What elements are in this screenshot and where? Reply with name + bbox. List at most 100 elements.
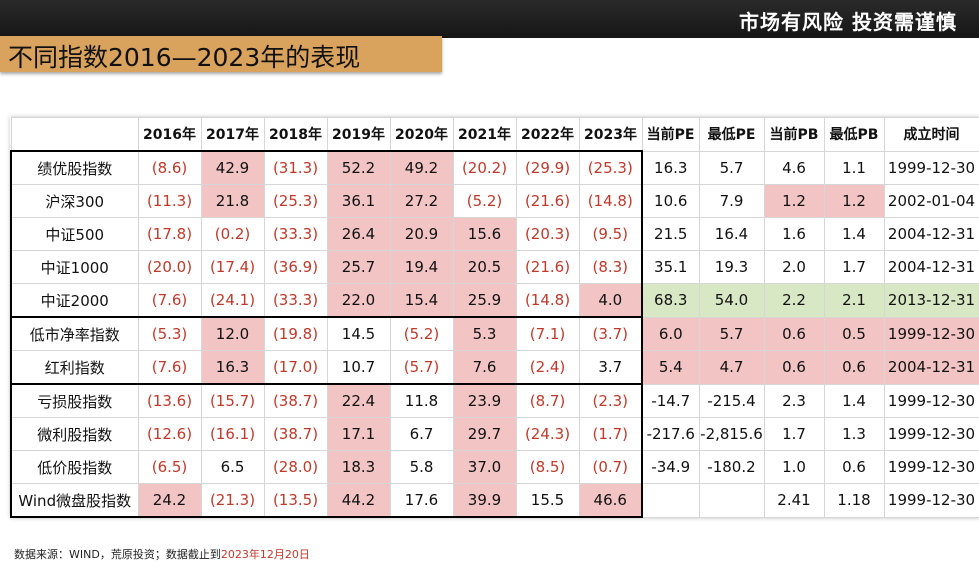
table-row: 绩优股指数 (8.6) 42.9 (31.3) 52.2 49.2 (20.2) (29.9)… xyxy=(10,150,979,185)
value-cell: 2.0 xyxy=(763,250,825,284)
value-cell: 24.2 xyxy=(137,483,202,518)
value-cell: 1.4 xyxy=(823,217,885,251)
footnote-source: 数据来源：WIND，荒原投资；数据截止到 xyxy=(14,548,221,561)
index-name-cell: 中证2000 xyxy=(10,283,139,318)
index-name-cell: 低市净率指数 xyxy=(10,316,139,351)
column-header: 成立时间 xyxy=(883,117,979,152)
value-cell: (31.3) xyxy=(263,150,328,185)
index-name-cell: 中证1000 xyxy=(10,250,139,284)
value-cell: (7.1) xyxy=(515,316,580,351)
column-header: 当前PE xyxy=(641,117,700,152)
index-name-cell: 绩优股指数 xyxy=(10,150,139,185)
value-cell: 49.2 xyxy=(389,150,454,185)
value-cell: (16.1) xyxy=(200,417,265,451)
value-cell: 19.4 xyxy=(389,250,454,284)
value-cell: 20.9 xyxy=(389,217,454,251)
value-cell: 10.6 xyxy=(641,184,700,218)
value-cell: -180.2 xyxy=(698,450,765,484)
value-cell: 37.0 xyxy=(452,450,517,484)
value-cell: 1.7 xyxy=(763,417,825,451)
value-cell: 1.7 xyxy=(823,250,885,284)
value-cell: (17.0) xyxy=(263,350,328,385)
table-row: 低价股指数 (6.5) 6.5 (28.0) 18.3 5.8 37.0 (8.5) (0.7)… xyxy=(10,450,979,484)
value-cell: (5.3) xyxy=(137,316,202,351)
value-cell: 0.6 xyxy=(763,350,825,385)
table-row: 微利股指数 (12.6) (16.1) (38.7) 17.1 6.7 29.7 (24.3)… xyxy=(10,417,979,451)
value-cell: 68.3 xyxy=(641,283,700,318)
value-cell: (20.3) xyxy=(515,217,580,251)
value-cell: 46.6 xyxy=(578,483,643,518)
value-cell: 39.9 xyxy=(452,483,517,518)
value-cell: 0.6 xyxy=(823,350,885,385)
value-cell: 4.6 xyxy=(763,150,825,185)
value-cell: (2.4) xyxy=(515,350,580,385)
value-cell: 20.5 xyxy=(452,250,517,284)
value-cell: (19.8) xyxy=(263,316,328,351)
value-cell: 1.1 xyxy=(823,150,885,185)
value-cell: (8.7) xyxy=(515,383,580,418)
value-cell: (12.6) xyxy=(137,417,202,451)
value-cell: 1.2 xyxy=(763,184,825,218)
value-cell: (24.1) xyxy=(200,283,265,318)
value-cell: (0.2) xyxy=(200,217,265,251)
value-cell: 44.2 xyxy=(326,483,391,518)
column-header: 2019年 xyxy=(326,117,391,152)
column-header: 2022年 xyxy=(515,117,580,152)
value-cell: (24.3) xyxy=(515,417,580,451)
value-cell: 1999-12-30 xyxy=(883,383,979,418)
table-row: 中证1000 (20.0) (17.4) (36.9) 25.7 19.4 20.5 (21.… xyxy=(10,250,979,284)
value-cell: (21.6) xyxy=(515,184,580,218)
value-cell: (15.7) xyxy=(200,383,265,418)
value-cell: (25.3) xyxy=(263,184,328,218)
footnote-date: 2023年12月20日 xyxy=(220,548,310,561)
index-name-cell: 中证500 xyxy=(10,217,139,251)
value-cell: 16.3 xyxy=(641,150,700,185)
source-footnote: 数据来源：WIND，荒原投资；数据截止到2023年12月20日 xyxy=(14,546,310,562)
value-cell: 11.8 xyxy=(389,383,454,418)
value-cell: (11.3) xyxy=(137,184,202,218)
value-cell: 1999-12-30 xyxy=(883,316,979,351)
column-header: 2023年 xyxy=(578,117,643,152)
top-banner: 市场有风险 投资需谨慎 xyxy=(0,0,979,38)
value-cell: 36.1 xyxy=(326,184,391,218)
value-cell: 21.8 xyxy=(200,184,265,218)
value-cell: 23.9 xyxy=(452,383,517,418)
value-cell: 6.5 xyxy=(200,450,265,484)
value-cell: (9.5) xyxy=(578,217,643,251)
value-cell: 12.0 xyxy=(200,316,265,351)
value-cell: 3.7 xyxy=(578,350,643,385)
value-cell: 1999-12-30 xyxy=(883,450,979,484)
value-cell: 25.7 xyxy=(326,250,391,284)
value-cell: 1.6 xyxy=(763,217,825,251)
value-cell: 5.4 xyxy=(641,350,700,385)
value-cell: 0.6 xyxy=(823,450,885,484)
column-header xyxy=(10,117,139,152)
page-title: 不同指数2016—2023年的表现 xyxy=(8,43,361,72)
value-cell: 0.6 xyxy=(763,316,825,351)
index-name-cell: 微利股指数 xyxy=(10,417,139,451)
value-cell: (3.7) xyxy=(578,316,643,351)
value-cell: (20.2) xyxy=(452,150,517,185)
value-cell: (13.6) xyxy=(137,383,202,418)
table-row: 中证2000 (7.6) (24.1) (33.3) 22.0 15.4 25.9 (14.8… xyxy=(10,283,979,318)
value-cell: 21.5 xyxy=(641,217,700,251)
value-cell: 18.3 xyxy=(326,450,391,484)
value-cell: 2.1 xyxy=(823,283,885,318)
value-cell: -14.7 xyxy=(641,383,700,418)
value-cell: (14.8) xyxy=(578,184,643,218)
value-cell: (7.6) xyxy=(137,283,202,318)
value-cell: (13.5) xyxy=(263,483,328,518)
value-cell: -34.9 xyxy=(641,450,700,484)
table-row: 沪深300 (11.3) 21.8 (25.3) 36.1 27.2 (5.2) (21.6)… xyxy=(10,184,979,218)
value-cell: 2013-12-31 xyxy=(883,283,979,318)
value-cell: (29.9) xyxy=(515,150,580,185)
value-cell: 1.0 xyxy=(763,450,825,484)
value-cell: 1.2 xyxy=(823,184,885,218)
value-cell: 42.9 xyxy=(200,150,265,185)
value-cell: 17.1 xyxy=(326,417,391,451)
table-row: 红利指数 (7.6) 16.3 (17.0) 10.7 (5.7) 7.6 (2.4) 3.7 5… xyxy=(10,350,979,385)
value-cell: 29.7 xyxy=(452,417,517,451)
value-cell: (6.5) xyxy=(137,450,202,484)
value-cell: (20.0) xyxy=(137,250,202,284)
value-cell: 5.7 xyxy=(698,150,765,185)
